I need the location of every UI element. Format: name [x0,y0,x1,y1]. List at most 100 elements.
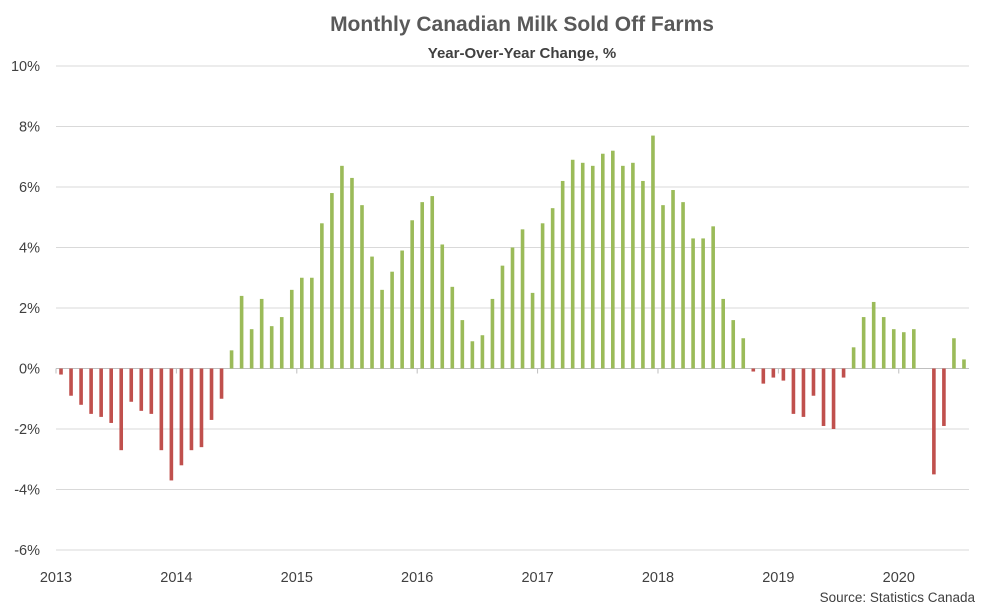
bar [139,368,144,411]
bar [450,286,455,369]
bar [330,193,334,369]
bar [420,202,425,369]
bar [440,244,445,369]
bar [861,317,866,369]
bar [430,196,435,369]
bar [771,368,776,378]
bar [631,162,635,369]
x-axis-tick-labels: 2013 2014 2015 2016 2017 2018 2019 2020 [40,570,915,586]
bar [901,332,906,369]
bar [310,277,314,369]
bar [410,220,414,369]
bar [380,289,384,369]
bar [119,368,124,451]
bar [159,368,164,451]
bar [590,165,595,369]
y-tick-label: 2% [19,301,40,317]
bar [871,301,876,369]
bar [89,368,93,414]
bar [821,368,826,426]
bar [791,368,796,414]
y-tick-label: 4% [19,241,40,257]
bar [671,190,675,369]
bar [129,368,134,402]
bar [831,368,836,429]
bar [340,165,344,369]
bar [510,247,515,369]
bar [169,368,174,481]
bar [661,205,665,369]
bar [731,320,736,369]
bar [350,177,354,369]
bar [470,341,475,369]
y-tick-label: -2% [14,422,40,438]
x-tick-label: 2015 [281,570,313,586]
y-tick-label: -6% [14,543,40,559]
bar [300,277,304,369]
bar [480,335,485,369]
x-tick-label: 2017 [521,570,553,586]
bar [360,205,364,369]
bar [109,368,113,423]
bar [570,159,575,369]
bar [460,320,465,369]
bar [530,292,535,369]
bar [269,326,274,369]
bar [390,271,394,369]
bar [751,368,756,372]
bar [621,165,625,369]
bar [741,338,746,369]
x-tick-label: 2019 [762,570,794,586]
bar [229,350,234,369]
chart-subtitle: Year-Over-Year Change, % [428,45,616,62]
bar [69,368,73,396]
bar [891,329,896,369]
bar [811,368,816,396]
bar [952,338,956,369]
source-note: Source: Statistics Canada [820,590,976,605]
bar [851,347,856,369]
x-tick-label: 2014 [160,570,192,586]
bar [580,162,585,369]
bar [320,223,324,369]
bar [400,250,404,369]
bar [279,317,284,369]
bar [209,368,214,420]
bar [370,256,374,369]
bar [239,295,244,369]
bar [560,180,565,369]
bar [259,298,264,369]
bar [801,368,806,417]
bar [681,202,685,369]
bar [540,223,545,369]
y-tick-label: 0% [19,362,40,378]
bar [641,180,645,369]
bar [490,298,495,369]
y-tick-label: -4% [14,483,40,499]
bar [942,368,946,426]
bar [199,368,204,448]
bar [721,298,725,369]
bar [691,238,695,369]
bar [189,368,194,451]
bar [932,368,936,475]
x-tick-label: 2018 [642,570,674,586]
bar [962,359,966,369]
bar [219,368,224,399]
bar [651,135,655,369]
x-tick-label: 2013 [40,570,72,586]
bar [149,368,154,414]
y-tick-label: 10% [11,59,40,75]
bar [179,368,184,466]
y-tick-label: 8% [19,120,40,136]
bar [881,317,886,369]
bar [520,229,525,369]
y-tick-label: 6% [19,180,40,196]
bar [289,289,294,369]
bar [841,368,846,378]
bar [550,208,555,369]
bar [611,150,615,369]
bar [500,265,505,369]
bar [249,329,254,369]
